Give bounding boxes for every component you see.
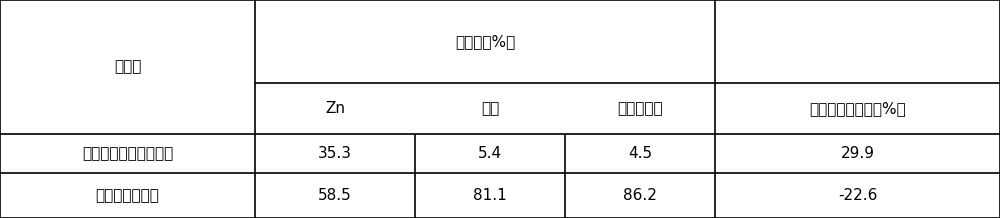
Text: 一价离子选择性透过膜: 一价离子选择性透过膜 bbox=[82, 146, 173, 161]
Text: 58.5: 58.5 bbox=[318, 188, 352, 203]
Text: 35.3: 35.3 bbox=[318, 146, 352, 161]
Text: 相对烟碱选择性（%）: 相对烟碱选择性（%） bbox=[809, 102, 906, 116]
Text: -22.6: -22.6 bbox=[838, 188, 877, 203]
Text: 降低率（%）: 降低率（%） bbox=[455, 34, 515, 49]
Text: 29.9: 29.9 bbox=[840, 146, 874, 161]
Text: 5.4: 5.4 bbox=[478, 146, 502, 161]
Text: 有机酸总量: 有机酸总量 bbox=[617, 101, 663, 116]
Text: 烟碱: 烟碱 bbox=[481, 101, 499, 116]
Text: 4.5: 4.5 bbox=[628, 146, 652, 161]
Text: 81.1: 81.1 bbox=[473, 188, 507, 203]
Text: 均相离子交换膜: 均相离子交换膜 bbox=[96, 188, 159, 203]
Text: 膜种类: 膜种类 bbox=[114, 60, 141, 75]
Text: 86.2: 86.2 bbox=[623, 188, 657, 203]
Text: Zn: Zn bbox=[325, 101, 345, 116]
